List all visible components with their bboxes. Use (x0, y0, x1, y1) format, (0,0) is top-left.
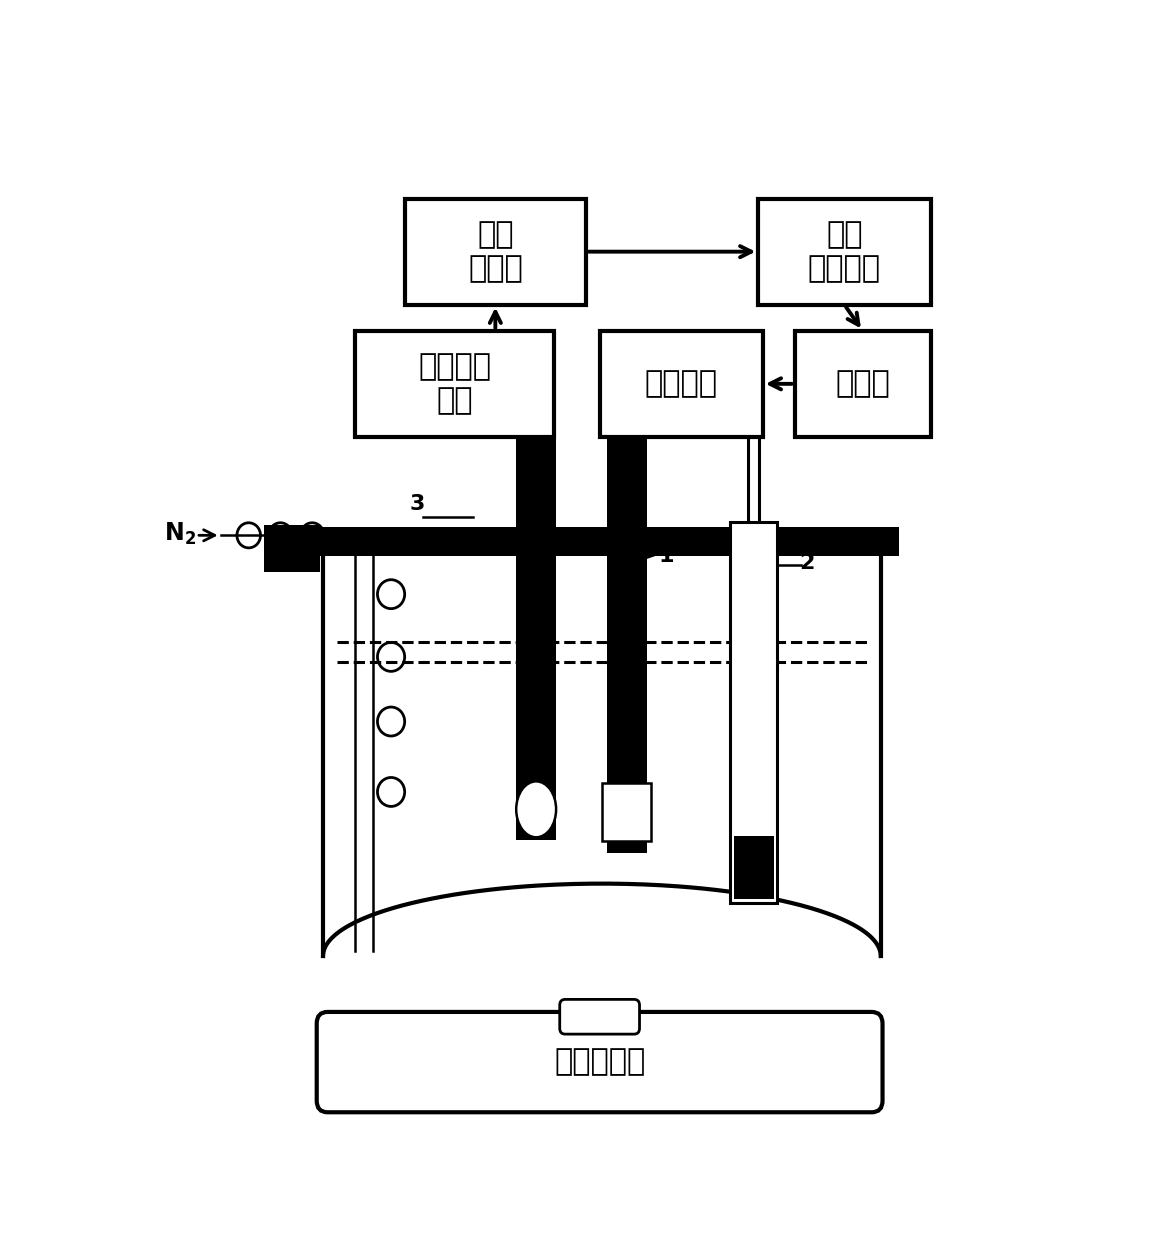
Ellipse shape (516, 782, 556, 837)
Text: 数据
采集卡: 数据 采集卡 (468, 221, 523, 283)
Text: 1: 1 (659, 545, 674, 565)
Bar (730, 521, 777, 903)
Bar (758, 198, 930, 304)
Text: $\mathbf{N_2}$: $\mathbf{N_2}$ (164, 521, 197, 548)
Text: 电脑
控制系统: 电脑 控制系统 (808, 221, 881, 283)
FancyBboxPatch shape (317, 1012, 882, 1113)
Bar (794, 331, 930, 437)
Text: 恒流源: 恒流源 (835, 370, 890, 398)
Bar (405, 198, 586, 304)
Bar (599, 331, 763, 437)
Bar (355, 331, 555, 437)
Bar (516, 437, 556, 841)
Bar (264, 526, 899, 555)
Bar (603, 783, 652, 841)
Text: 2: 2 (799, 554, 814, 574)
FancyBboxPatch shape (559, 1000, 640, 1034)
Bar (264, 525, 321, 571)
Text: 信号调节
电路: 信号调节 电路 (418, 352, 491, 415)
Text: 电子开关: 电子开关 (645, 370, 717, 398)
Text: 3: 3 (410, 494, 425, 514)
Text: 磁力搅拌器: 磁力搅拌器 (555, 1048, 645, 1076)
Bar (607, 437, 647, 853)
Bar (734, 836, 773, 900)
